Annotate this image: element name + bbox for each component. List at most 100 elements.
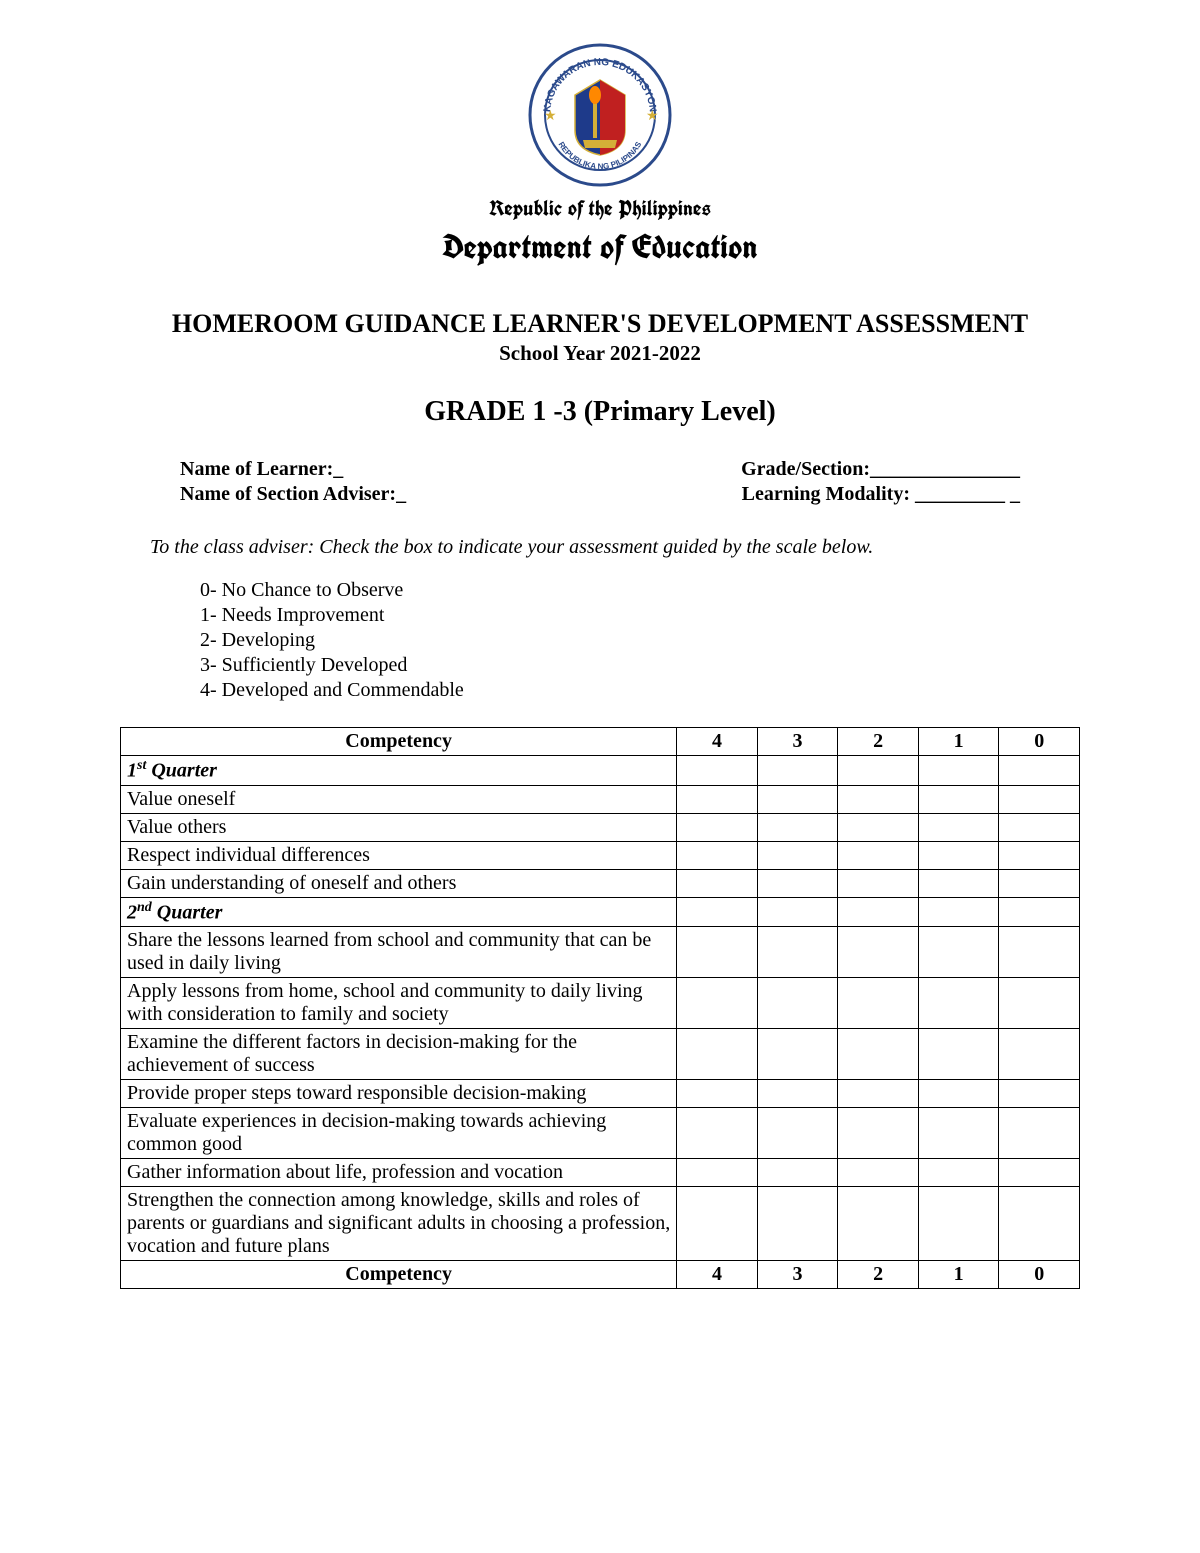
rating-cell[interactable]	[999, 1187, 1080, 1261]
scale-item: 4- Developed and Commendable	[200, 679, 1000, 702]
rating-cell[interactable]	[918, 756, 999, 786]
rating-cell[interactable]	[838, 1159, 919, 1187]
rating-cell[interactable]	[918, 1187, 999, 1261]
rating-cell[interactable]	[757, 813, 838, 841]
rating-cell[interactable]	[838, 813, 919, 841]
rating-cell[interactable]	[757, 841, 838, 869]
svg-text:★: ★	[646, 109, 659, 124]
rating-cell[interactable]	[757, 1029, 838, 1080]
scale-item: 1- Needs Improvement	[200, 604, 1000, 627]
rating-cell[interactable]	[757, 869, 838, 897]
competency-cell: Evaluate experiences in decision-making …	[121, 1108, 677, 1159]
rating-cell[interactable]	[918, 927, 999, 978]
rating-cell[interactable]	[757, 927, 838, 978]
rating-header: 0	[999, 1261, 1080, 1289]
rating-cell[interactable]	[677, 978, 758, 1029]
rating-cell[interactable]	[918, 1080, 999, 1108]
republic-text: Republic of the Philippines	[120, 194, 1080, 223]
rating-cell[interactable]	[757, 785, 838, 813]
rating-cell[interactable]	[677, 1029, 758, 1080]
instructions-text: To the class adviser: Check the box to i…	[120, 536, 1080, 559]
rating-cell[interactable]	[999, 927, 1080, 978]
competency-cell: Value oneself	[121, 785, 677, 813]
rating-cell[interactable]	[918, 869, 999, 897]
rating-cell[interactable]	[677, 897, 758, 927]
rating-cell[interactable]	[838, 1187, 919, 1261]
rating-cell[interactable]	[918, 1029, 999, 1080]
competency-header: Competency	[121, 1261, 677, 1289]
rating-cell[interactable]	[918, 978, 999, 1029]
rating-cell[interactable]	[838, 1029, 919, 1080]
rating-cell[interactable]	[757, 1187, 838, 1261]
rating-cell[interactable]	[999, 1080, 1080, 1108]
rating-cell[interactable]	[677, 756, 758, 786]
rating-cell[interactable]	[838, 1108, 919, 1159]
scale-item: 2- Developing	[200, 629, 1000, 652]
competency-cell: Gain understanding of oneself and others	[121, 869, 677, 897]
rating-cell[interactable]	[999, 756, 1080, 786]
rating-scale: 0- No Chance to Observe 1- Needs Improve…	[120, 579, 1080, 702]
rating-cell[interactable]	[757, 897, 838, 927]
rating-cell[interactable]	[677, 1187, 758, 1261]
rating-cell[interactable]	[757, 978, 838, 1029]
rating-cell[interactable]	[918, 1108, 999, 1159]
table-header-row: Competency43210	[121, 1261, 1080, 1289]
rating-cell[interactable]	[918, 897, 999, 927]
table-row: Evaluate experiences in decision-making …	[121, 1108, 1080, 1159]
rating-header: 0	[999, 728, 1080, 756]
rating-header: 1	[918, 728, 999, 756]
rating-cell[interactable]	[999, 1029, 1080, 1080]
rating-cell[interactable]	[838, 785, 919, 813]
rating-cell[interactable]	[999, 841, 1080, 869]
rating-cell[interactable]	[677, 785, 758, 813]
rating-cell[interactable]	[838, 978, 919, 1029]
department-text: Department of Education	[120, 225, 1080, 269]
rating-header: 2	[838, 1261, 919, 1289]
rating-cell[interactable]	[999, 813, 1080, 841]
rating-cell[interactable]	[918, 813, 999, 841]
quarter-row: 1st Quarter	[121, 756, 1080, 786]
rating-cell[interactable]	[757, 1108, 838, 1159]
rating-cell[interactable]	[757, 756, 838, 786]
rating-cell[interactable]	[838, 756, 919, 786]
table-row: Respect individual differences	[121, 841, 1080, 869]
rating-cell[interactable]	[999, 1108, 1080, 1159]
rating-cell[interactable]	[677, 1159, 758, 1187]
rating-cell[interactable]	[999, 1159, 1080, 1187]
rating-cell[interactable]	[999, 785, 1080, 813]
table-row: Apply lessons from home, school and comm…	[121, 978, 1080, 1029]
rating-cell[interactable]	[918, 785, 999, 813]
rating-cell[interactable]	[918, 1159, 999, 1187]
deped-seal-icon: KAGAWARAN NG EDUKASYON REPUBLIKA NG PILI…	[525, 40, 675, 190]
table-row: Value others	[121, 813, 1080, 841]
rating-header: 3	[757, 728, 838, 756]
competency-cell: Strengthen the connection among knowledg…	[121, 1187, 677, 1261]
rating-cell[interactable]	[838, 1080, 919, 1108]
rating-cell[interactable]	[918, 841, 999, 869]
rating-cell[interactable]	[999, 978, 1080, 1029]
rating-cell[interactable]	[677, 813, 758, 841]
rating-cell[interactable]	[838, 869, 919, 897]
quarter-row: 2nd Quarter	[121, 897, 1080, 927]
rating-cell[interactable]	[838, 897, 919, 927]
header-block: KAGAWARAN NG EDUKASYON REPUBLIKA NG PILI…	[120, 40, 1080, 269]
table-row: Gain understanding of oneself and others	[121, 869, 1080, 897]
table-row: Examine the different factors in decisio…	[121, 1029, 1080, 1080]
rating-cell[interactable]	[677, 869, 758, 897]
rating-cell[interactable]	[757, 1159, 838, 1187]
svg-text:★: ★	[544, 109, 557, 124]
rating-cell[interactable]	[677, 841, 758, 869]
rating-header: 4	[677, 1261, 758, 1289]
rating-cell[interactable]	[677, 1108, 758, 1159]
table-row: Gather information about life, professio…	[121, 1159, 1080, 1187]
rating-cell[interactable]	[838, 927, 919, 978]
rating-cell[interactable]	[838, 841, 919, 869]
adviser-name-label: Name of Section Adviser:_	[180, 483, 406, 506]
rating-cell[interactable]	[677, 1080, 758, 1108]
rating-cell[interactable]	[757, 1080, 838, 1108]
rating-cell[interactable]	[999, 869, 1080, 897]
rating-cell[interactable]	[999, 897, 1080, 927]
scale-item: 0- No Chance to Observe	[200, 579, 1000, 602]
school-year: School Year 2021-2022	[120, 341, 1080, 366]
rating-cell[interactable]	[677, 927, 758, 978]
